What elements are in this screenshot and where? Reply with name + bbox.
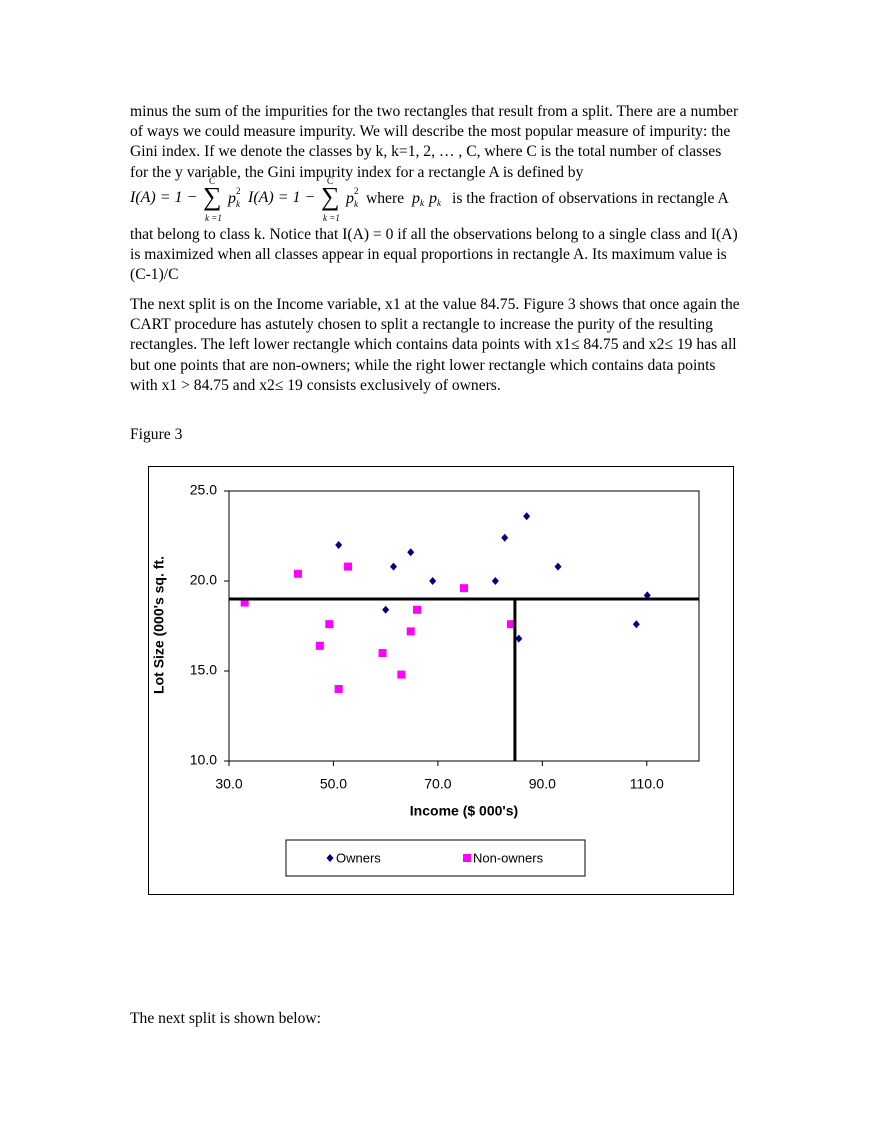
- data-point: [507, 620, 515, 629]
- text-line: rectangles. The left lower rectangle whi…: [130, 336, 737, 354]
- legend-label: Non-owners: [473, 850, 544, 865]
- y-tick-label: 15.0: [190, 662, 217, 678]
- x-tick-label: 110.0: [630, 776, 664, 792]
- y-tick-label: 25.0: [190, 482, 217, 498]
- formula-where: where: [366, 190, 405, 207]
- formula-upper: C: [327, 176, 334, 186]
- formula-upper: C: [209, 176, 216, 186]
- x-tick-label: 70.0: [424, 776, 451, 792]
- data-point: [632, 620, 640, 629]
- data-point: [460, 584, 468, 593]
- formula-term: p: [346, 190, 354, 207]
- text-line: for the y variable, the Gini impurity in…: [130, 163, 584, 181]
- y-tick-label: 20.0: [190, 572, 217, 588]
- formula-lhs: I(A) = 1 −: [248, 189, 316, 206]
- data-point: [406, 627, 415, 636]
- formula-sum: ∑: [321, 182, 340, 211]
- formula-lhs: I(A) = 1 −: [130, 189, 198, 206]
- formula-index: k: [437, 198, 441, 208]
- formula-exp: 2: [236, 186, 241, 196]
- text-line: Gini index. If we denote the classes by …: [130, 143, 722, 161]
- formula-sum: ∑: [203, 182, 222, 211]
- text-line: CART procedure has astutely chosen to sp…: [130, 316, 713, 334]
- data-point: [325, 620, 334, 629]
- data-point: [315, 641, 324, 650]
- text-line: The next split is on the Income variable…: [130, 296, 740, 313]
- formula-lower: k =1: [205, 213, 222, 223]
- data-point: [515, 634, 523, 643]
- formula-index: k: [420, 198, 424, 208]
- legend-label: Owners: [336, 850, 381, 865]
- text-line: with x1 > 84.75 and x2≤ 19 consists excl…: [130, 376, 501, 394]
- formula-term: p: [228, 190, 236, 207]
- data-point: [293, 569, 302, 578]
- data-point: [501, 533, 509, 542]
- text-line: that belong to class k. Notice that I(A)…: [130, 226, 738, 243]
- data-point: [335, 541, 343, 549]
- data-point: [429, 577, 437, 585]
- legend-marker: [463, 854, 471, 862]
- legend-marker: [326, 854, 334, 862]
- x-tick-label: 50.0: [320, 776, 347, 792]
- x-tick-label: 90.0: [529, 776, 556, 792]
- x-tick-label: 30.0: [215, 776, 242, 792]
- formula-index: k: [236, 199, 240, 209]
- formula-index: k: [354, 199, 358, 209]
- formula-rest: is the fraction of observations in recta…: [452, 190, 729, 207]
- formula-exp: 2: [354, 186, 359, 196]
- text-line: but one points that are non-owners; whil…: [130, 356, 716, 374]
- data-point: [523, 512, 531, 521]
- data-point: [554, 562, 562, 571]
- figure-label: Figure 3: [130, 426, 183, 443]
- legend-box: [285, 839, 586, 877]
- y-tick-label: 10.0: [190, 752, 217, 768]
- data-point: [643, 591, 651, 600]
- formula-term: p: [412, 190, 420, 207]
- formula-term: p: [429, 190, 437, 207]
- data-point: [390, 562, 397, 571]
- data-point: [378, 649, 387, 657]
- data-point: [240, 598, 249, 607]
- formula-lower: k =1: [323, 213, 340, 223]
- data-point: [344, 562, 353, 571]
- text-line: of ways we could measure impurity. We wi…: [130, 123, 731, 141]
- y-axis-label: Lot Size (000's sq. ft.: [151, 556, 167, 694]
- data-point: [334, 685, 343, 693]
- text-line: (C-1)/C: [130, 266, 179, 284]
- text-line: minus the sum of the impurities for the …: [130, 103, 739, 120]
- text-line: is maximized when all classes appear in …: [130, 246, 727, 264]
- data-point: [413, 605, 421, 614]
- data-point: [382, 605, 390, 614]
- closing-text: The next split is shown below:: [130, 1010, 322, 1027]
- data-point: [397, 670, 406, 679]
- plot-area: [228, 490, 700, 762]
- data-point: [407, 548, 415, 557]
- x-axis-label: Income ($ 000's): [410, 803, 518, 819]
- chart: Income ($ 000's) Lot Size (000's sq. ft.…: [148, 466, 734, 895]
- data-point: [491, 577, 499, 585]
